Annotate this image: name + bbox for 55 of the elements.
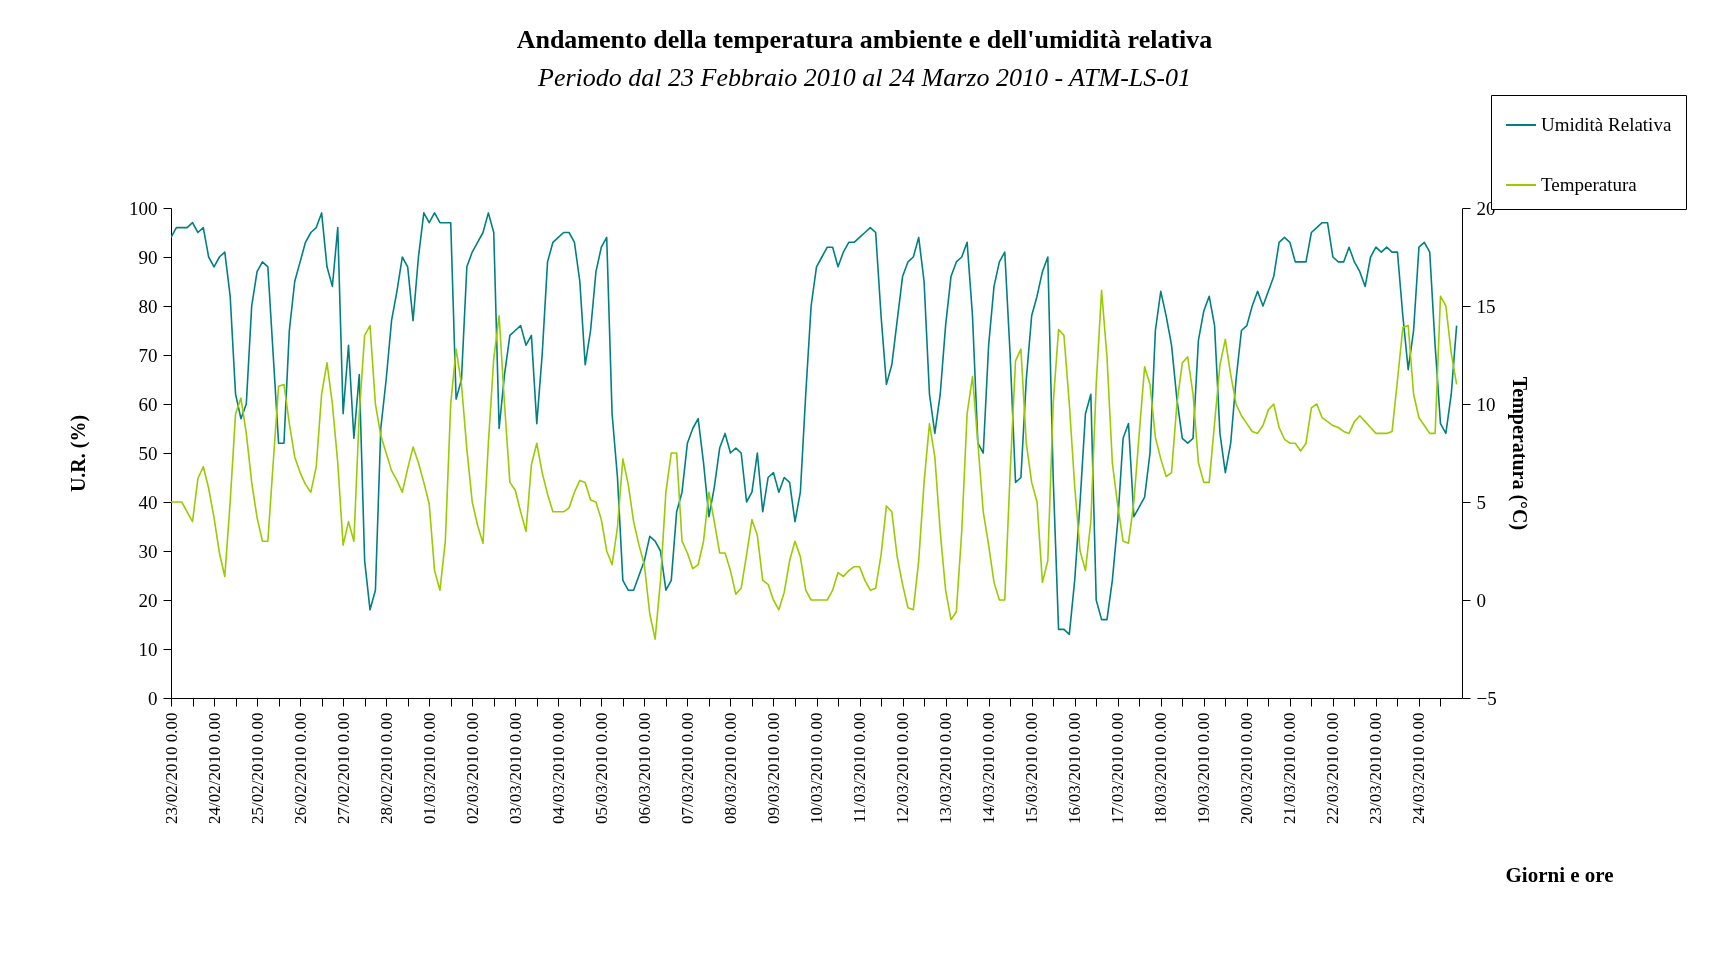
x-tick-label: 15/03/2010 0.00: [1022, 712, 1042, 824]
y-tick-label: 0: [148, 687, 158, 709]
legend-label: Temperatura: [1541, 174, 1638, 195]
y-tick-label: 20: [138, 589, 158, 611]
x-tick-label: 16/03/2010 0.00: [1065, 712, 1085, 824]
x-tick-label: 25/02/2010 0.00: [247, 712, 267, 824]
x-tick-label: 01/03/2010 0.00: [419, 712, 439, 824]
x-tick-label: 03/03/2010 0.00: [505, 712, 525, 824]
y-tick-label: 10: [138, 638, 158, 660]
x-tick-label: 02/03/2010 0.00: [462, 712, 482, 824]
y2-tick-label: 5: [1476, 491, 1486, 513]
x-tick-label: 20/03/2010 0.00: [1237, 712, 1257, 824]
x-tick-label: 04/03/2010 0.00: [548, 712, 568, 824]
y2-axis-title: Temperatura (°C): [1507, 376, 1531, 531]
y2-tick-label: −5: [1476, 687, 1497, 709]
line-series: [171, 212, 1458, 636]
y-tick-label: 60: [138, 393, 158, 415]
chart-subtitle: Periodo dal 23 Febbraio 2010 al 24 Marzo 2010 - ATM-LS-01: [537, 62, 1191, 92]
x-tick-label: 24/03/2010 0.00: [1409, 712, 1429, 824]
x-tick-label: 28/02/2010 0.00: [376, 712, 396, 824]
y-tick-label: 90: [138, 246, 158, 268]
x-tick-label: 21/03/2010 0.00: [1280, 712, 1300, 824]
y-tick-label: 30: [138, 540, 158, 562]
x-tick-label: 27/02/2010 0.00: [333, 712, 353, 824]
x-tick-label: 26/02/2010 0.00: [290, 712, 310, 824]
x-tick-label: 23/02/2010 0.00: [161, 712, 181, 824]
y-axis-title: U.R. (%): [67, 414, 90, 493]
x-tick-label: 18/03/2010 0.00: [1151, 712, 1171, 824]
x-tick-label: 08/03/2010 0.00: [720, 712, 740, 824]
y-tick-label: 100: [129, 197, 158, 219]
legend-label: Umidità Relativa: [1541, 114, 1672, 135]
y-tick-label: 70: [138, 344, 158, 366]
x-tick-label: 17/03/2010 0.00: [1108, 712, 1128, 824]
x-tick-label: 06/03/2010 0.00: [634, 712, 654, 824]
y2-tick-label: 15: [1476, 295, 1496, 317]
x-tick-label: 10/03/2010 0.00: [807, 712, 826, 824]
x-tick-label: 07/03/2010 0.00: [677, 712, 697, 824]
x-tick-label: 23/03/2010 0.00: [1366, 712, 1386, 824]
x-tick-label: 05/03/2010 0.00: [591, 712, 611, 824]
x-tick-label: 24/02/2010 0.00: [204, 712, 224, 824]
line-series: [171, 289, 1458, 640]
x-tick-label: 13/03/2010 0.00: [936, 712, 956, 824]
y2-tick-label: 0: [1476, 589, 1486, 611]
y2-tick-label: 10: [1476, 393, 1496, 415]
y-tick-label: 50: [138, 442, 158, 464]
y-tick-label: 40: [138, 491, 158, 513]
x-tick-label: 19/03/2010 0.00: [1194, 712, 1214, 824]
x-tick-label: 09/03/2010 0.00: [763, 712, 783, 824]
x-tick-label: 22/03/2010 0.00: [1323, 712, 1343, 824]
y-tick-label: 80: [138, 295, 158, 317]
x-tick-label: 12/03/2010 0.00: [893, 712, 913, 824]
x-axis-title: Giorni e ore: [1505, 862, 1614, 887]
x-tick-label: 11/03/2010 0.00: [850, 712, 870, 824]
chart-title: Andamento della temperatura ambiente e dell'umidità relativa: [516, 24, 1213, 54]
x-tick-label: 14/03/2010 0.00: [979, 712, 999, 824]
